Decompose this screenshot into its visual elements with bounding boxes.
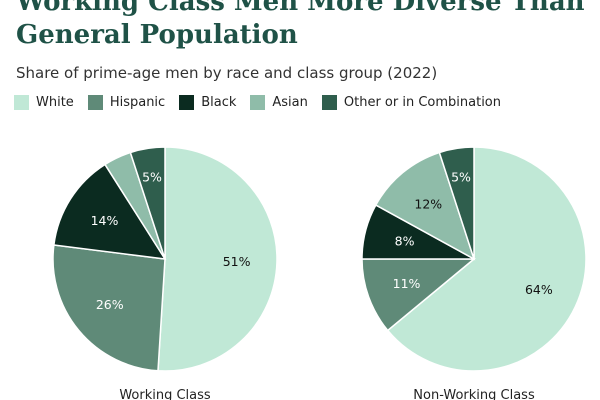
legend: White Hispanic Black Asian Other or in C… <box>14 95 515 110</box>
pie-caption-non-working-class: Non-Working Class <box>413 388 535 400</box>
chart-subtitle: Share of prime-age men by race and class… <box>16 64 438 82</box>
legend-swatch-hispanic <box>87 95 103 110</box>
pie-slice-non-working-class-white <box>386 146 587 372</box>
slice-label-working-class-black: 14% <box>91 213 119 228</box>
legend-label-other: Other or in Combination <box>343 95 501 110</box>
legend-item-black: Black <box>179 95 236 110</box>
legend-label-asian: Asian <box>272 95 308 110</box>
legend-label-hispanic: Hispanic <box>109 95 166 110</box>
legend-item-hispanic: Hispanic <box>87 95 166 110</box>
pie-working-class: 51% 26% 14% 5% Working Class <box>52 146 278 400</box>
slice-label-non-working-class-black: 8% <box>395 234 415 249</box>
slice-label-non-working-class-other: 5% <box>451 170 471 185</box>
slice-label-non-working-class-asian: 12% <box>414 196 442 211</box>
legend-label-white: White <box>36 95 74 110</box>
slice-label-working-class-hispanic: 26% <box>96 297 124 312</box>
slice-label-working-class-white: 51% <box>223 254 251 269</box>
pie-slice-working-class-white <box>157 146 278 372</box>
legend-item-asian: Asian <box>250 95 308 110</box>
pie-slice-working-class-hispanic <box>52 244 166 372</box>
legend-item-other: Other or in Combination <box>321 95 501 110</box>
legend-swatch-other <box>321 95 337 110</box>
legend-swatch-asian <box>250 95 266 110</box>
pie-slice-working-class-black <box>53 163 167 260</box>
pie-caption-working-class: Working Class <box>119 388 211 400</box>
legend-item-white: White <box>14 95 74 110</box>
slice-label-non-working-class-white: 64% <box>525 282 553 297</box>
pie-slice-working-class-other <box>129 146 166 260</box>
legend-swatch-white <box>14 95 29 110</box>
legend-label-black: Black <box>201 95 237 110</box>
slice-label-working-class-other: 5% <box>142 170 162 185</box>
legend-swatch-black <box>179 95 195 110</box>
chart-title: Working Class Men More Diverse Than Gene… <box>16 0 585 50</box>
slice-label-non-working-class-hispanic: 11% <box>393 276 421 291</box>
pie-slice-non-working-class-hispanic <box>361 258 477 332</box>
pie-slice-non-working-class-other <box>438 146 475 260</box>
pie-non-working-class: 64% 11% 8% 12% 5% Non-Working Class <box>361 146 587 400</box>
pie-slice-non-working-class-asian <box>374 151 476 261</box>
